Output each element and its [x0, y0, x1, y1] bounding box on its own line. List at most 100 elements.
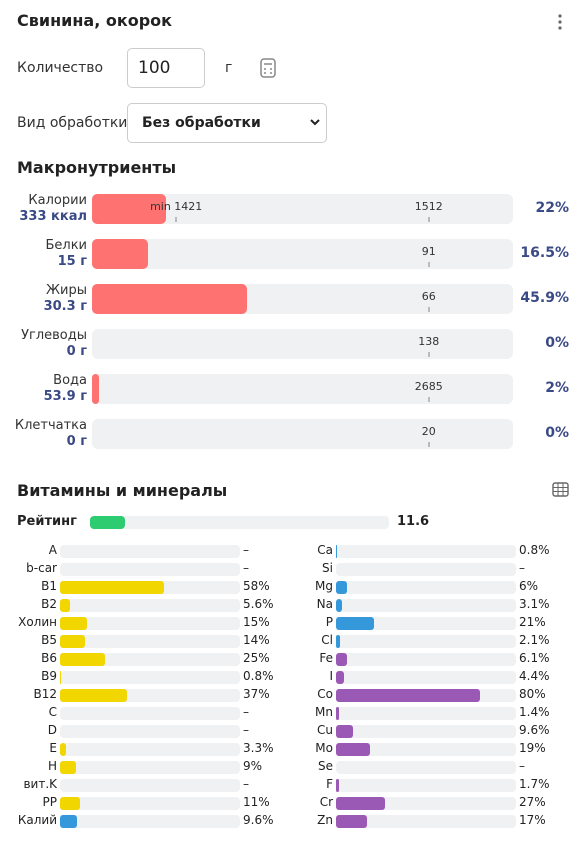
- micro-bar: [336, 653, 347, 666]
- min-label: min 1421: [150, 200, 203, 213]
- norm-tick: [427, 307, 430, 312]
- rating-track: [90, 516, 389, 529]
- norm-label: 1512: [414, 200, 443, 213]
- micro-track: [60, 653, 240, 666]
- micro-bar: [60, 581, 165, 594]
- rating-label: Рейтинг: [17, 514, 77, 529]
- unit: г: [225, 60, 233, 76]
- norm-tick: [427, 217, 430, 222]
- nutrient-name: Углеводы: [21, 328, 87, 343]
- micro-name: B6: [41, 651, 57, 665]
- micro-name: E: [49, 741, 57, 755]
- title: Свинина, окорок: [17, 11, 172, 30]
- track: [92, 239, 513, 269]
- micro-name: C: [48, 705, 57, 719]
- bar: [92, 284, 247, 314]
- micro-percent: –: [243, 777, 249, 791]
- micro-name: Zn: [317, 813, 333, 827]
- macros-title: Макронутриенты: [17, 158, 177, 177]
- micro-track: [336, 563, 516, 576]
- micro-percent: 3.1%: [519, 597, 550, 611]
- micro-track: [336, 653, 516, 666]
- micro-track: [336, 545, 516, 558]
- micro-percent: 21%: [519, 615, 546, 629]
- micro-name: Cl: [321, 633, 333, 647]
- micro-percent: 6.1%: [519, 651, 550, 665]
- micro-bar: [336, 617, 374, 630]
- micro-name: Cr: [319, 795, 333, 809]
- norm-label: 20: [421, 425, 436, 438]
- micro-percent: –: [243, 723, 249, 737]
- track: [92, 374, 513, 404]
- micro-percent: 15%: [243, 615, 270, 629]
- micro-percent: 0.8%: [519, 543, 550, 557]
- nutrient-amount: 53.9 г: [43, 389, 87, 404]
- nutrient-amount: 0 г: [66, 434, 87, 449]
- micro-track: [60, 815, 240, 828]
- micro-name: Co: [317, 687, 333, 701]
- micro-track: [60, 743, 240, 756]
- micro-track: [336, 815, 516, 828]
- micro-bar: [60, 671, 62, 684]
- micro-track: [60, 707, 240, 720]
- micro-percent: 6%: [519, 579, 539, 593]
- micro-percent: 27%: [519, 795, 546, 809]
- percent: 0%: [545, 335, 569, 351]
- processing-select[interactable]: Без обработки: [127, 103, 327, 143]
- micro-percent: 37%: [243, 687, 270, 701]
- micro-track: [336, 761, 516, 774]
- micro-track: [60, 617, 240, 630]
- micro-bar: [336, 725, 354, 738]
- micro-percent: 58%: [243, 579, 270, 593]
- micro-bar: [60, 617, 87, 630]
- micro-track: [336, 671, 516, 684]
- percent: 0%: [545, 425, 569, 441]
- nutrient-amount: 15 г: [57, 254, 87, 269]
- micro-name: B5: [41, 633, 57, 647]
- micro-name: A: [48, 543, 57, 557]
- micro-name: D: [47, 723, 57, 737]
- micro-percent: 25%: [243, 651, 270, 665]
- micro-name: Se: [318, 759, 333, 773]
- percent: 45.9%: [520, 290, 569, 306]
- micro-percent: 3.3%: [243, 741, 274, 755]
- percent: 22%: [535, 200, 569, 216]
- micro-bar: [336, 635, 340, 648]
- min-tick: [175, 217, 178, 222]
- micro-track: [336, 581, 516, 594]
- micro-percent: 9.6%: [519, 723, 550, 737]
- micro-track: [336, 725, 516, 738]
- norm-label: 2685: [414, 380, 443, 393]
- micro-track: [60, 635, 240, 648]
- bar: [92, 374, 99, 404]
- micro-bar: [60, 761, 77, 774]
- quantity-label: Количество: [17, 60, 104, 76]
- micro-track: [60, 545, 240, 558]
- rating-value: 11.6: [397, 514, 430, 529]
- track: [92, 329, 513, 359]
- micro-name: B12: [33, 687, 57, 701]
- micro-name: Si: [322, 561, 333, 575]
- micro-percent: 80%: [519, 687, 546, 701]
- norm-tick: [427, 352, 430, 357]
- micro-name: F: [326, 777, 333, 791]
- micro-name: Ca: [317, 543, 333, 557]
- micro-bar: [336, 743, 371, 756]
- micro-percent: 4.4%: [519, 669, 550, 683]
- micro-percent: 2.1%: [519, 633, 550, 647]
- table-button[interactable]: [552, 482, 569, 497]
- micro-percent: 11%: [243, 795, 270, 809]
- menu-button[interactable]: [554, 12, 566, 32]
- micro-name: b-car: [26, 561, 57, 575]
- micro-percent: –: [243, 705, 249, 719]
- micro-bar: [336, 671, 344, 684]
- quantity-input[interactable]: 100: [127, 48, 205, 88]
- calculator-button[interactable]: [259, 57, 277, 79]
- micro-percent: 0.8%: [243, 669, 274, 683]
- micro-track: [60, 797, 240, 810]
- micro-percent: –: [243, 543, 249, 557]
- nutrient-amount: 30.3 г: [43, 299, 87, 314]
- micros-title: Витамины и минералы: [17, 481, 228, 500]
- micro-bar: [60, 815, 78, 828]
